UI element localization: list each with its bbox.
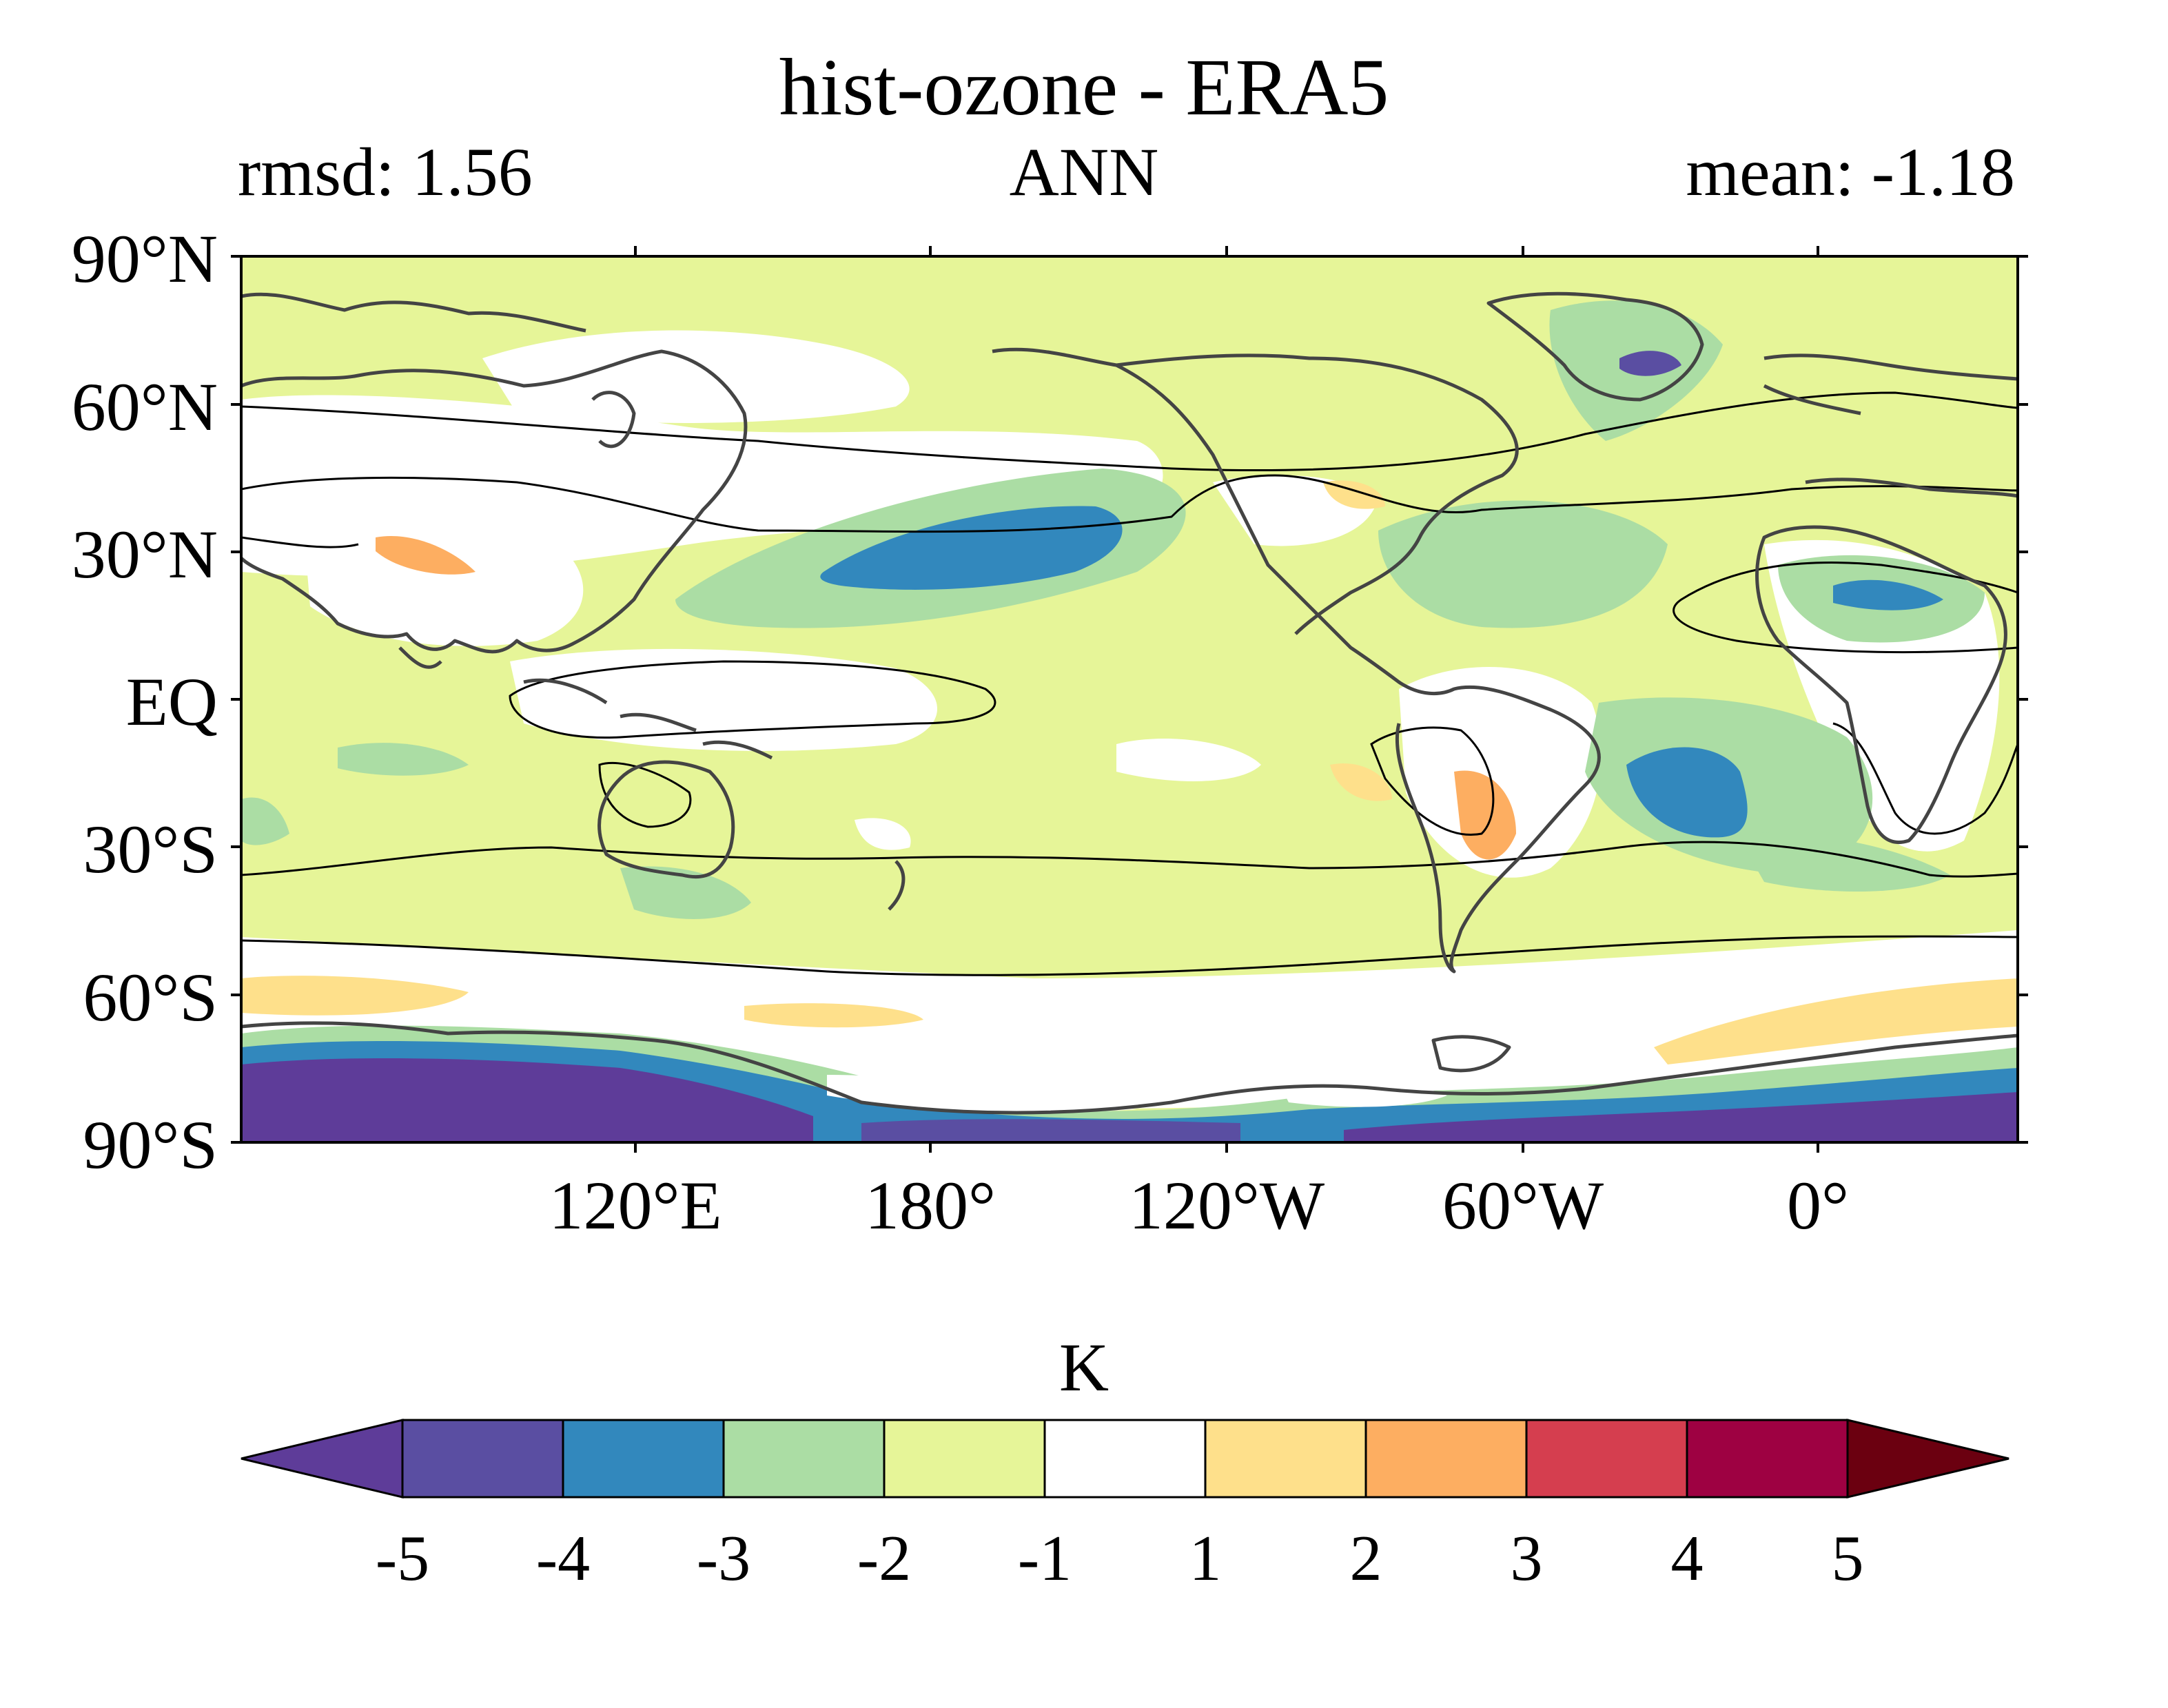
green-region-indian-ocean: [338, 743, 469, 776]
colorbar-tick: 5: [1831, 1523, 1864, 1594]
white-region-small: [855, 818, 911, 850]
blue-region-north-pacific: [820, 506, 1123, 590]
yellow-region-southern-ocean-east: [1654, 978, 2018, 1064]
blue-region-south-atlantic: [1626, 747, 1748, 838]
lon-label: 120°E: [549, 1167, 722, 1244]
season-label: ANN: [1009, 134, 1159, 210]
lat-label: 90°S: [83, 1107, 218, 1183]
yellow-region-southern-ocean-pacific: [744, 1003, 923, 1028]
colorbar-extend-low: [241, 1419, 404, 1499]
colorbar-tick: 2: [1349, 1523, 1382, 1594]
green-region-west-edge: [241, 797, 289, 845]
colorbar-bin: [1043, 1419, 1207, 1499]
map-title: hist-ozone - ERA5: [779, 42, 1389, 132]
orange-region-andes: [1454, 770, 1516, 860]
purple-region-west-antarctica: [1344, 1092, 2018, 1142]
colorbar-bin: [401, 1419, 564, 1499]
climatology-contours: [241, 391, 2018, 976]
rmsd-label: rmsd: 1.56: [238, 134, 533, 210]
colorbar-bin: [562, 1419, 725, 1499]
colorbar-bin: [883, 1419, 1046, 1499]
lat-label: 90°N: [71, 220, 218, 297]
colorbar-tick: -5: [375, 1523, 430, 1594]
mean-label: mean: -1.18: [1686, 134, 2015, 210]
lon-label: 120°W: [1128, 1167, 1325, 1244]
colorbar-bin: [1364, 1419, 1528, 1499]
colorbar-bin: [722, 1419, 886, 1499]
yellow-region-north-america: [1323, 480, 1385, 509]
white-region-asia: [303, 521, 584, 646]
purple-region-greenland: [1619, 351, 1681, 376]
colorbar-bin: [1686, 1419, 1849, 1499]
lat-label: 60°S: [83, 959, 218, 1036]
lon-label: 180°: [865, 1167, 996, 1244]
anomaly-field: [241, 256, 2018, 1142]
lat-label: 30°N: [71, 516, 218, 593]
yellow-region-peru: [1330, 763, 1392, 801]
white-region-ross-shelf: [827, 1075, 1137, 1113]
colorbar-tick: 4: [1670, 1523, 1704, 1594]
colorbar-tick: -2: [857, 1523, 912, 1594]
green-region-north-atlantic: [1378, 500, 1668, 628]
white-region-maritime-continent: [510, 648, 937, 751]
blue-region-north-africa: [1833, 579, 1943, 610]
green-region-australia-south: [620, 866, 751, 919]
colorbar: [241, 1419, 2010, 1499]
colorbar-bin: [1525, 1419, 1688, 1499]
lat-label: 60°N: [71, 369, 218, 445]
yellow-region-southern-ocean-west: [241, 976, 469, 1016]
colorbar-tick: -1: [1017, 1523, 1072, 1594]
lon-label: 60°W: [1442, 1167, 1604, 1244]
white-region-antarctic-peninsula: [1275, 1073, 1447, 1107]
purple-region-east-antarctica: [241, 1058, 813, 1142]
colorbar-unit: K: [1059, 1329, 1109, 1406]
colorbar-extend-high: [1846, 1419, 2010, 1499]
colorbar-bin: [1204, 1419, 1367, 1499]
coastlines: [241, 291, 2018, 1115]
lat-label: EQ: [125, 663, 218, 740]
lat-label: 30°S: [83, 811, 218, 887]
white-region-siberia: [482, 330, 910, 423]
colorbar-tick: 3: [1510, 1523, 1543, 1594]
colorbar-tick: 1: [1189, 1523, 1222, 1594]
lon-label: 0°: [1787, 1167, 1849, 1244]
colorbar-tick: -4: [535, 1523, 591, 1594]
orange-region-tibet: [376, 536, 475, 575]
colorbar-tick: -3: [696, 1523, 751, 1594]
axis-ticks: [231, 246, 2028, 1153]
purple-region-ross-sea: [861, 1119, 1240, 1142]
white-region-tropical-pacific: [1116, 738, 1261, 781]
